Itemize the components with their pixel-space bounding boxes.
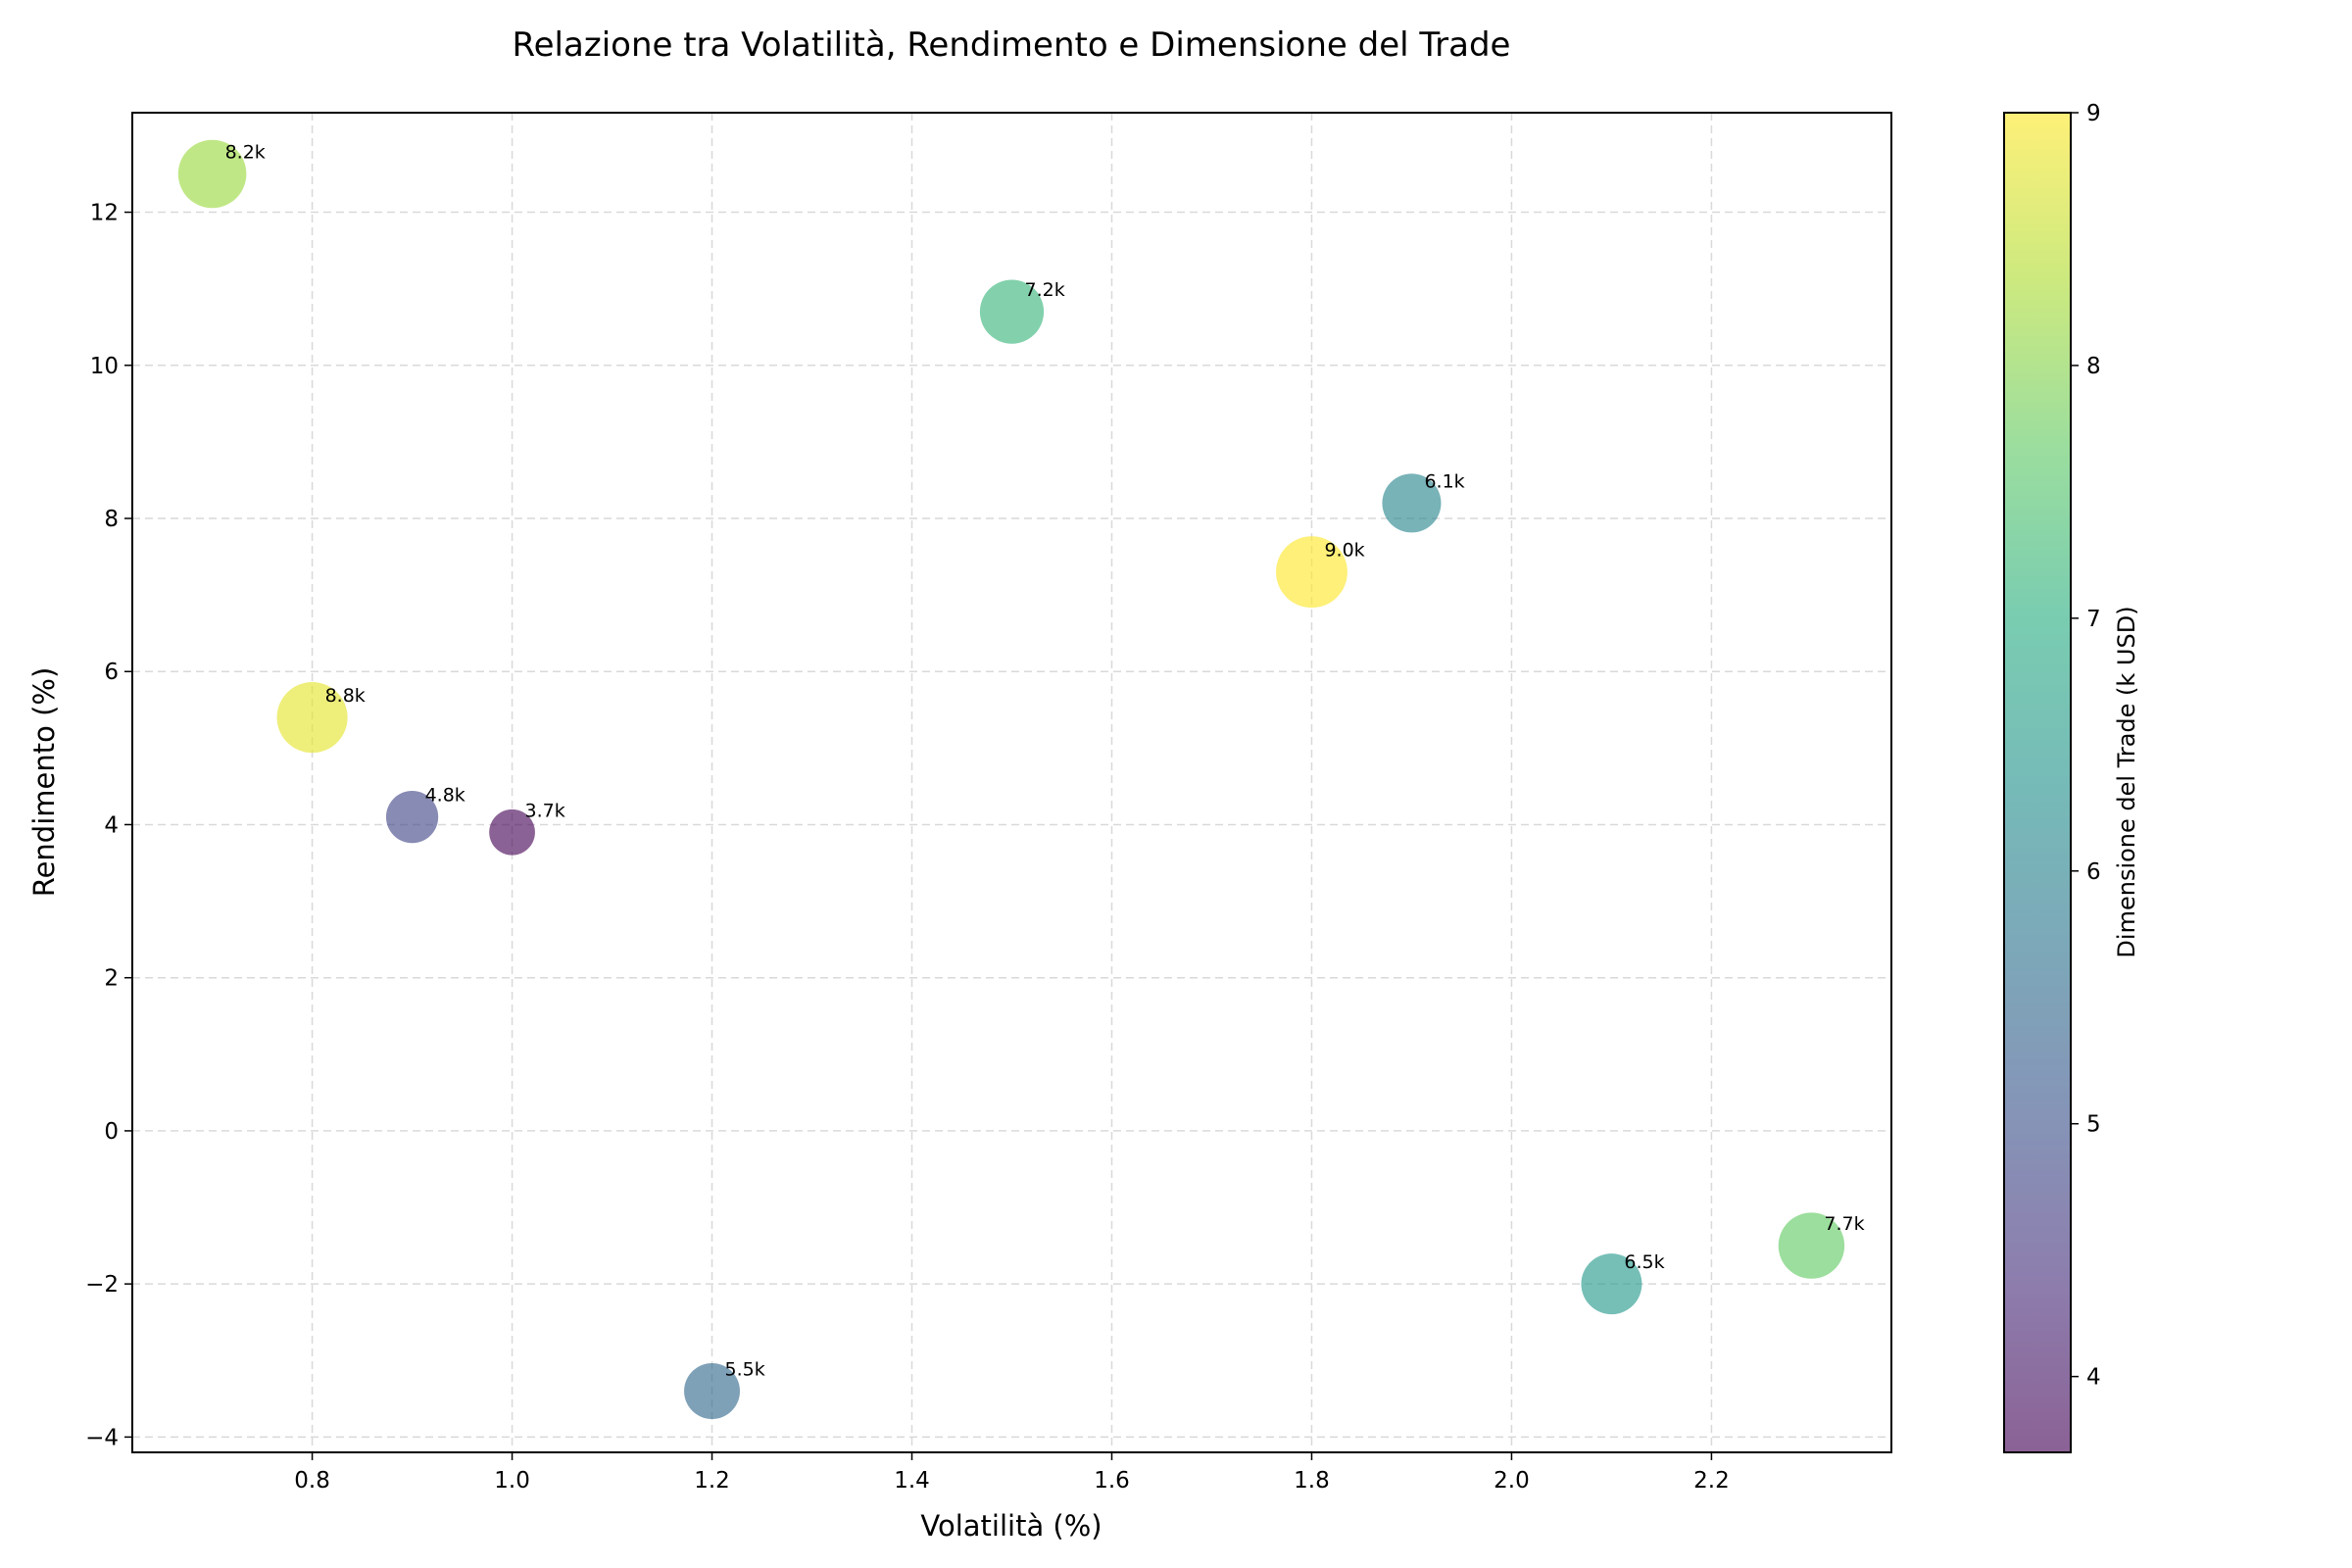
colorbar-tick-label: 6 (2086, 859, 2101, 885)
point-label: 6.1k (1424, 470, 1464, 492)
x-tick-label: 2.2 (1693, 1468, 1730, 1494)
data-point (1382, 473, 1442, 533)
point-label: 8.2k (225, 141, 266, 163)
y-tick-label: −2 (85, 1272, 119, 1298)
colorbar-tick-label: 8 (2086, 354, 2101, 379)
point-label: 7.7k (1824, 1213, 1864, 1235)
data-point (979, 279, 1045, 344)
data-point (684, 1363, 741, 1420)
y-tick-label: 2 (104, 966, 119, 992)
point-label: 3.7k (525, 800, 565, 821)
y-tick-label: 8 (104, 507, 119, 532)
colorbar-tick-label: 7 (2086, 607, 2101, 632)
chart-title: Relazione tra Volatilità, Rendimento e D… (513, 25, 1511, 65)
x-axis-ticks: 0.8 1.0 1.2 1.4 1.6 1.8 2.0 2.2 (294, 1452, 1730, 1494)
colorbar-tick-label: 9 (2086, 101, 2101, 126)
y-axis-ticks: −4 −2 0 2 4 6 8 10 12 (85, 201, 132, 1450)
x-tick-label: 1.6 (1094, 1468, 1130, 1494)
x-tick-label: 1.8 (1294, 1468, 1330, 1494)
colorbar-tick-label: 4 (2086, 1365, 2101, 1391)
data-point (1276, 536, 1348, 609)
data-point (177, 139, 247, 209)
data-points (177, 139, 1845, 1420)
point-label: 4.8k (425, 785, 466, 807)
point-label: 5.5k (725, 1359, 765, 1381)
colorbar-gradient (2004, 113, 2071, 1452)
data-point (276, 682, 348, 754)
point-label: 8.8k (325, 685, 366, 707)
data-point (385, 791, 439, 844)
y-axis-label: Rendimento (%) (27, 667, 61, 898)
point-labels: 8.2k 8.8k 4.8k 3.7k 5.5k 7.2k 9.0k 6.1k 6.5k 7.7k (225, 141, 1865, 1380)
colorbar-tick-label: 5 (2086, 1112, 2101, 1138)
y-tick-label: 6 (104, 660, 119, 685)
y-tick-label: 10 (90, 354, 119, 379)
x-tick-label: 2.0 (1494, 1468, 1530, 1494)
colorbar-label: Dimensione del Trade (k USD) (2113, 606, 2140, 957)
data-point (1581, 1253, 1642, 1315)
point-label: 7.2k (1025, 279, 1065, 301)
x-tick-label: 1.4 (894, 1468, 930, 1494)
data-point (489, 808, 535, 856)
grid-lines (132, 113, 1891, 1452)
data-point (1778, 1212, 1845, 1279)
x-tick-label: 0.8 (294, 1468, 330, 1494)
y-tick-label: 0 (104, 1119, 119, 1145)
x-tick-label: 1.0 (494, 1468, 530, 1494)
colorbar-ticks: 4 5 6 7 8 9 (2071, 101, 2101, 1391)
y-tick-label: 4 (104, 812, 119, 838)
y-tick-label: −4 (85, 1425, 119, 1450)
y-tick-label: 12 (90, 201, 119, 226)
point-label: 6.5k (1624, 1251, 1664, 1273)
colorbar: 4 5 6 7 8 9 Dimensione del Trade (k USD) (2003, 101, 2140, 1453)
x-axis-label: Volatilità (%) (920, 1509, 1102, 1543)
colorbar-frame (2003, 112, 2072, 1453)
plot-frame (131, 112, 1892, 1453)
x-tick-label: 1.2 (694, 1468, 730, 1494)
point-label: 9.0k (1324, 540, 1364, 562)
